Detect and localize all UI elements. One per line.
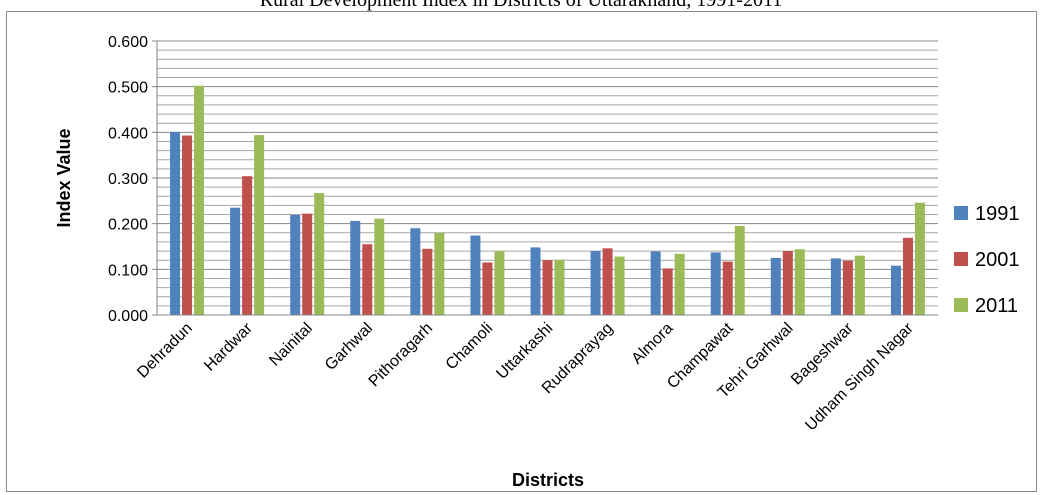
legend-label-1991: 1991 (975, 203, 1020, 225)
y-axis-title: Index Value (54, 128, 74, 227)
bar-2011-uttarkashi (554, 259, 565, 315)
bar-2011-garhwal (374, 218, 385, 315)
bar-2001-bageshwar (842, 260, 853, 315)
x-tick-label: Almora (629, 320, 677, 368)
y-tick-label: 0.400 (108, 125, 148, 142)
bar-1991-bageshwar (830, 258, 841, 315)
bar-1991-uttarkashi (530, 247, 541, 315)
x-tick-label: Dehradun (134, 320, 196, 382)
bar-2001-pithoragarh (422, 248, 433, 315)
bar-2001-hardwar (242, 176, 253, 315)
bar-2011-bageshwar (854, 255, 865, 315)
y-tick-label: 0.500 (108, 80, 148, 97)
bar-2001-nainital (302, 213, 313, 315)
bar-2011-dehradun (194, 85, 205, 316)
bar-1991-chamoli (470, 235, 481, 315)
bar-2001-chamoli (482, 262, 493, 315)
legend: 1991 2001 2011 (954, 203, 1020, 317)
x-tick-label: Hardwar (201, 319, 256, 374)
legend-label-2001: 2001 (975, 249, 1020, 271)
bar-1991-almora (650, 251, 661, 315)
bar-2011-almora (674, 253, 685, 315)
x-tick-label: Uttarkashi (493, 320, 556, 383)
chart-frame (6, 11, 1037, 492)
y-tick-label: 0.000 (108, 308, 148, 325)
bar-2001-udham-singh-nagar (902, 237, 913, 315)
x-axis-title: Districts (512, 470, 584, 490)
legend-swatch-2011 (954, 298, 968, 312)
x-tick-labels: Dehradun Hardwar Nainital GarhwalPithoragar… (134, 319, 917, 434)
bar-2001-uttarkashi (542, 260, 553, 315)
legend-swatch-1991 (954, 206, 968, 220)
bar-2011-tehri-garhwal (794, 249, 805, 315)
bar-2001-almora (662, 268, 673, 315)
x-tick-label: Pithoragarh (366, 320, 437, 391)
x-tick-label: Nainital (266, 320, 316, 370)
bar-1991-nainital (290, 214, 301, 315)
chart-title-text: Rural Development Index in Districts of … (259, 0, 783, 11)
bar-2011-champawat (734, 225, 745, 315)
y-tick-label: 0.200 (108, 217, 148, 234)
y-tick-labels: 0.000 0.100 0.200 0.300 0.400 0.500 0.600 (108, 34, 157, 325)
bar-1991-champawat (710, 252, 721, 315)
y-tick-label: 0.600 (108, 34, 148, 51)
bar-1991-hardwar (230, 207, 241, 315)
bar-1991-pithoragarh (410, 228, 421, 315)
x-tick-label: Garhwal (322, 320, 376, 374)
x-tick-label: Udham Singh Nagar (802, 319, 917, 434)
x-tick-label: Chamoli (443, 320, 497, 374)
bar-2001-dehradun (182, 135, 193, 315)
y-tick-label: 0.300 (108, 171, 148, 188)
bar-1991-rudraprayag (590, 251, 601, 315)
bar-2011-hardwar (254, 135, 265, 315)
bar-1991-garhwal (350, 220, 361, 315)
bar-2011-pithoragarh (434, 232, 445, 315)
bar-2001-rudraprayag (602, 248, 613, 315)
legend-swatch-2001 (954, 252, 968, 266)
bar-2011-chamoli (494, 251, 505, 315)
y-tick-label: 0.100 (108, 262, 148, 279)
bar-2001-champawat (722, 261, 733, 315)
chart-title: Rural Development Index in Districts of … (0, 0, 1042, 14)
bar-2001-tehri-garhwal (782, 251, 793, 315)
legend-label-2011: 2011 (975, 295, 1018, 317)
bar-2001-garhwal (362, 244, 373, 315)
bar-2011-nainital (314, 193, 325, 315)
bar-2011-rudraprayag (614, 256, 625, 315)
bars-group (170, 85, 925, 316)
bar-1991-dehradun (170, 131, 181, 315)
bar-2011-udham-singh-nagar (914, 202, 925, 315)
bar-1991-udham-singh-nagar (890, 265, 901, 315)
bar-1991-tehri-garhwal (770, 257, 781, 315)
